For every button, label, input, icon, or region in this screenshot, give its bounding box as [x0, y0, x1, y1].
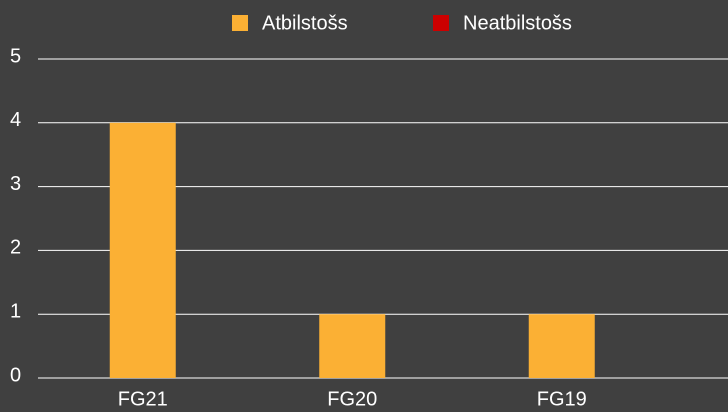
y-tick-label: 2	[10, 237, 21, 259]
legend-swatch	[433, 15, 449, 31]
x-tick-label: FG21	[118, 388, 168, 410]
y-tick-label: 1	[10, 300, 21, 322]
bar	[528, 314, 595, 378]
bar	[319, 314, 386, 378]
y-tick-label: 3	[10, 173, 21, 195]
y-tick-label: 5	[10, 45, 21, 67]
legend-label: Atbilstošs	[262, 12, 348, 34]
y-tick-label: 0	[10, 364, 21, 386]
x-tick-label: FG19	[537, 388, 587, 410]
bar	[109, 122, 176, 378]
x-tick-label: FG20	[327, 388, 377, 410]
legend-label: Neatbilstošs	[463, 12, 572, 34]
legend-swatch	[232, 15, 248, 31]
y-tick-label: 4	[10, 109, 21, 131]
